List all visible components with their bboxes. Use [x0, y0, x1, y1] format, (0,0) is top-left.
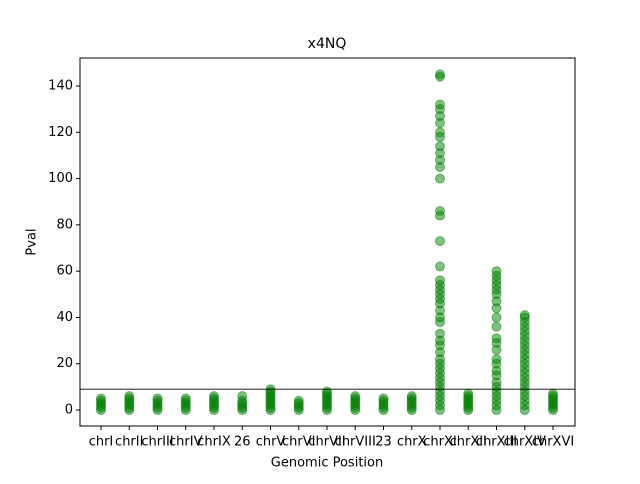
point: [491, 266, 502, 277]
point: [491, 354, 502, 365]
point: [548, 388, 558, 399]
point: [435, 141, 445, 152]
point: [435, 127, 445, 138]
point: [435, 275, 445, 286]
chart-title: x4NQ: [308, 36, 347, 52]
point: [435, 205, 445, 216]
point: [491, 312, 502, 323]
point: [406, 391, 417, 402]
point: [237, 391, 248, 402]
point: [322, 386, 332, 397]
point: [435, 261, 445, 272]
point: [435, 328, 445, 339]
x-tick-label: chrII: [115, 435, 143, 450]
point: [180, 393, 191, 404]
x-tick-label: chrIV: [169, 435, 203, 450]
point: [519, 310, 530, 321]
point: [96, 393, 106, 404]
x-tick-label: 26: [234, 435, 251, 450]
plot-frame: [79, 57, 576, 427]
y-tick-label: 140: [48, 79, 73, 94]
x-tick-label: chrIX: [197, 435, 231, 450]
x-tick-label: chrVII: [308, 435, 345, 450]
x-tick-label: chrXII: [450, 435, 487, 450]
x-tick-label: chrIII: [141, 435, 173, 450]
point: [491, 333, 502, 344]
point: [463, 388, 474, 399]
x-tick-label: chrXIII: [476, 435, 517, 450]
y-tick-label: 120: [48, 125, 73, 140]
x-tick-label: chrI: [89, 435, 114, 450]
y-tick-label: 0: [65, 403, 73, 418]
x-tick-label: chrXVI: [532, 435, 574, 450]
y-tick-label: 40: [56, 310, 73, 325]
point: [350, 391, 361, 402]
x-tick-label: chrV: [256, 435, 286, 450]
x-tick-label: chrXIV: [504, 435, 546, 450]
point: [124, 391, 135, 402]
x-tick-label: chrX: [397, 435, 427, 450]
point: [435, 99, 445, 110]
point: [435, 236, 445, 247]
y-tick-label: 80: [56, 217, 73, 232]
y-tick-label: 60: [56, 264, 73, 279]
x-tick-label: chrVI: [282, 435, 315, 450]
point: [378, 393, 389, 404]
x-tick-label: chrVIII: [335, 435, 376, 450]
point: [435, 173, 445, 184]
y-tick-label: 20: [56, 356, 73, 371]
point: [435, 69, 445, 80]
x-tick-label: chrXI: [423, 435, 456, 450]
point: [293, 395, 304, 406]
point: [152, 393, 163, 404]
y-tick-label: 100: [48, 171, 73, 186]
x-tick-label: 23: [375, 435, 392, 450]
point: [209, 391, 219, 402]
x-axis-label: Genomic Position: [271, 456, 383, 471]
y-axis-label: Pval: [25, 228, 40, 255]
point: [491, 321, 502, 332]
